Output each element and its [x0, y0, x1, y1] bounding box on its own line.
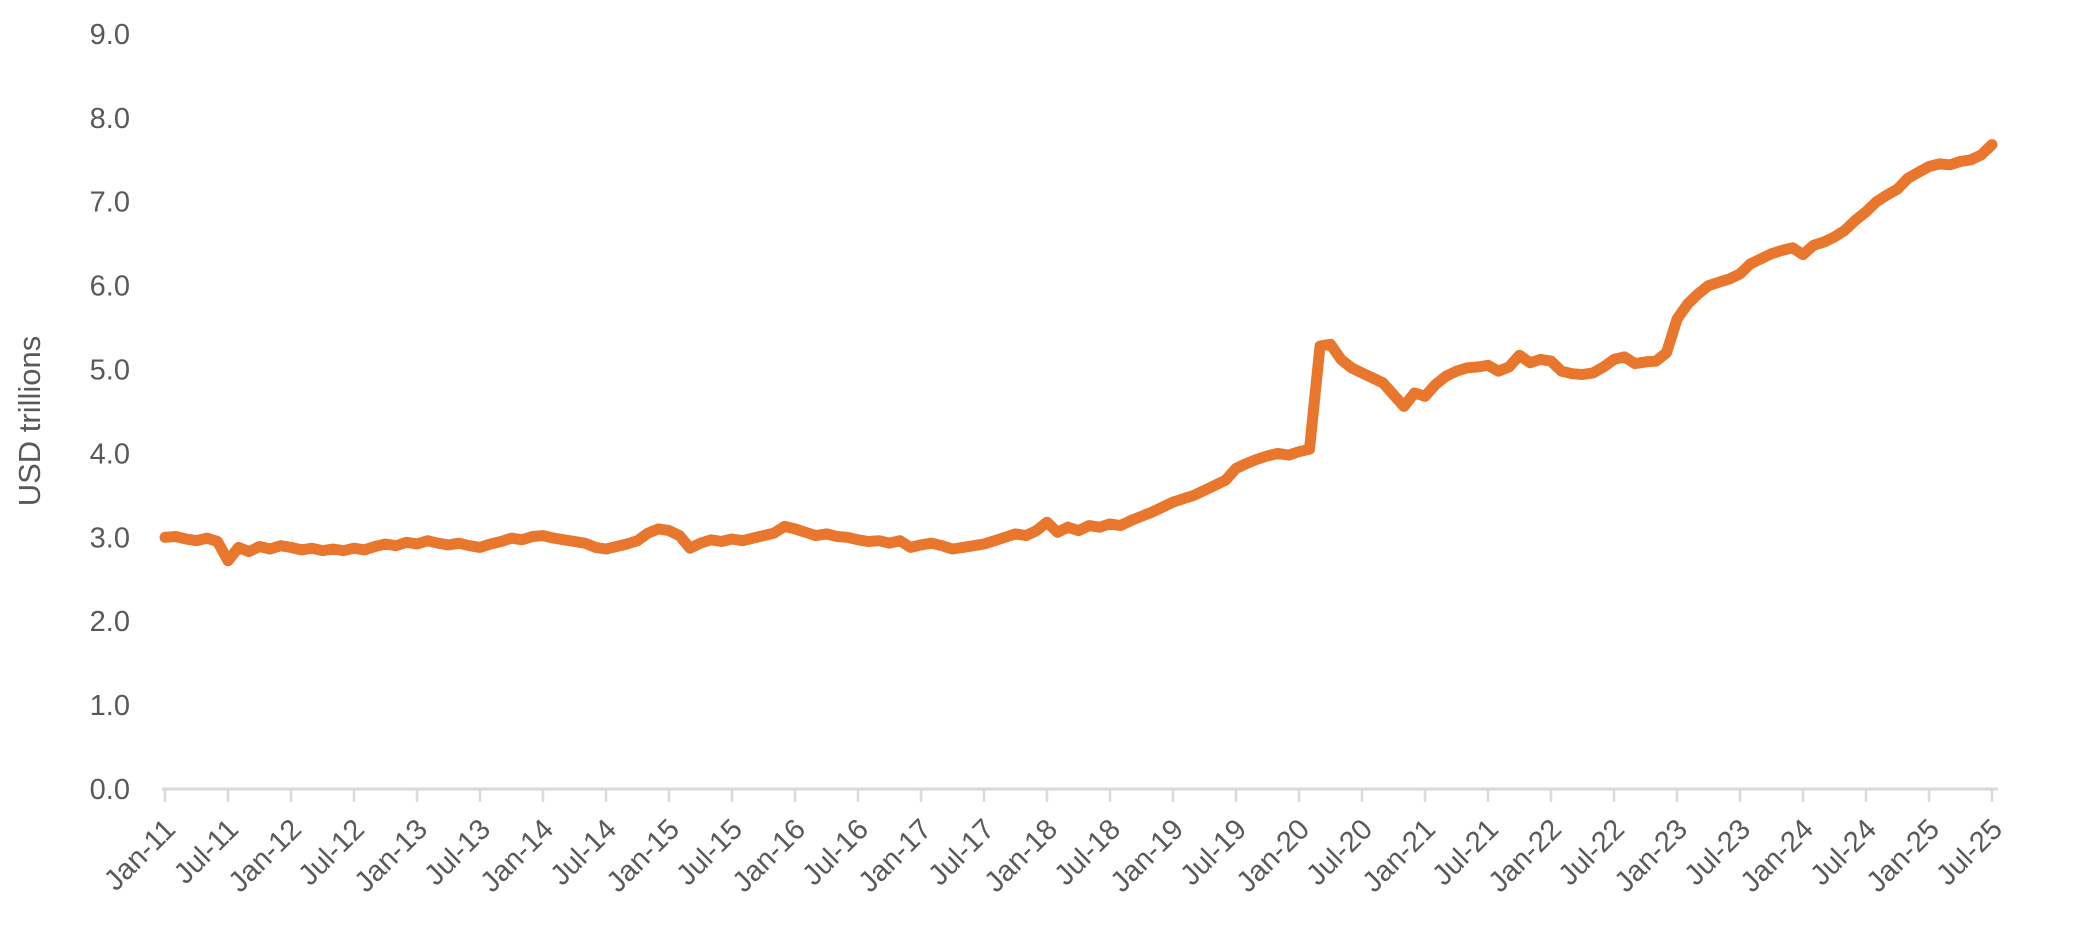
y-tick-label: 4.0 — [90, 438, 130, 470]
y-tick-label: 5.0 — [90, 355, 130, 387]
x-tick-label: Jan-19 — [1105, 813, 1190, 898]
y-tick-label: 3.0 — [90, 522, 130, 554]
x-axis: Jan-11Jul-11Jan-12Jul-12Jan-13Jul-13Jan-… — [98, 787, 2009, 899]
x-tick-label: Jan-20 — [1231, 813, 1316, 898]
x-tick-label: Jan-11 — [98, 813, 182, 897]
y-tick-label: 8.0 — [90, 103, 130, 135]
x-tick-label: Jan-22 — [1483, 813, 1568, 898]
x-tick-label: Jan-14 — [475, 813, 560, 898]
y-tick-label: 6.0 — [90, 271, 130, 303]
y-tick-label: 9.0 — [90, 19, 130, 51]
x-tick-label: Jan-25 — [1861, 813, 1946, 898]
y-tick-label: 0.0 — [90, 774, 130, 806]
plot-area — [159, 139, 1998, 567]
x-tick-label: Jan-16 — [727, 813, 812, 898]
data-series-line — [159, 139, 1998, 567]
x-tick-label: Jan-23 — [1609, 813, 1694, 898]
x-tick-label: Jan-24 — [1735, 813, 1820, 898]
x-tick-label: Jan-18 — [979, 813, 1064, 898]
y-tick-label: 2.0 — [90, 606, 130, 638]
y-tick-label: 1.0 — [90, 690, 130, 722]
y-axis-title: USD trillions — [12, 336, 47, 507]
x-tick-label: Jan-17 — [853, 813, 938, 898]
x-tick-label: Jan-12 — [223, 813, 308, 898]
x-tick-label: Jan-15 — [601, 813, 686, 898]
y-axis-tick-labels: 0.0 1.0 2.0 3.0 4.0 5.0 6.0 7.0 8.0 9.0 — [90, 19, 130, 806]
y-tick-label: 7.0 — [90, 187, 130, 219]
x-tick-label: Jan-21 — [1357, 813, 1442, 898]
x-tick-label: Jan-13 — [349, 813, 434, 898]
x-tick-label: Jul-25 — [1930, 813, 2008, 891]
